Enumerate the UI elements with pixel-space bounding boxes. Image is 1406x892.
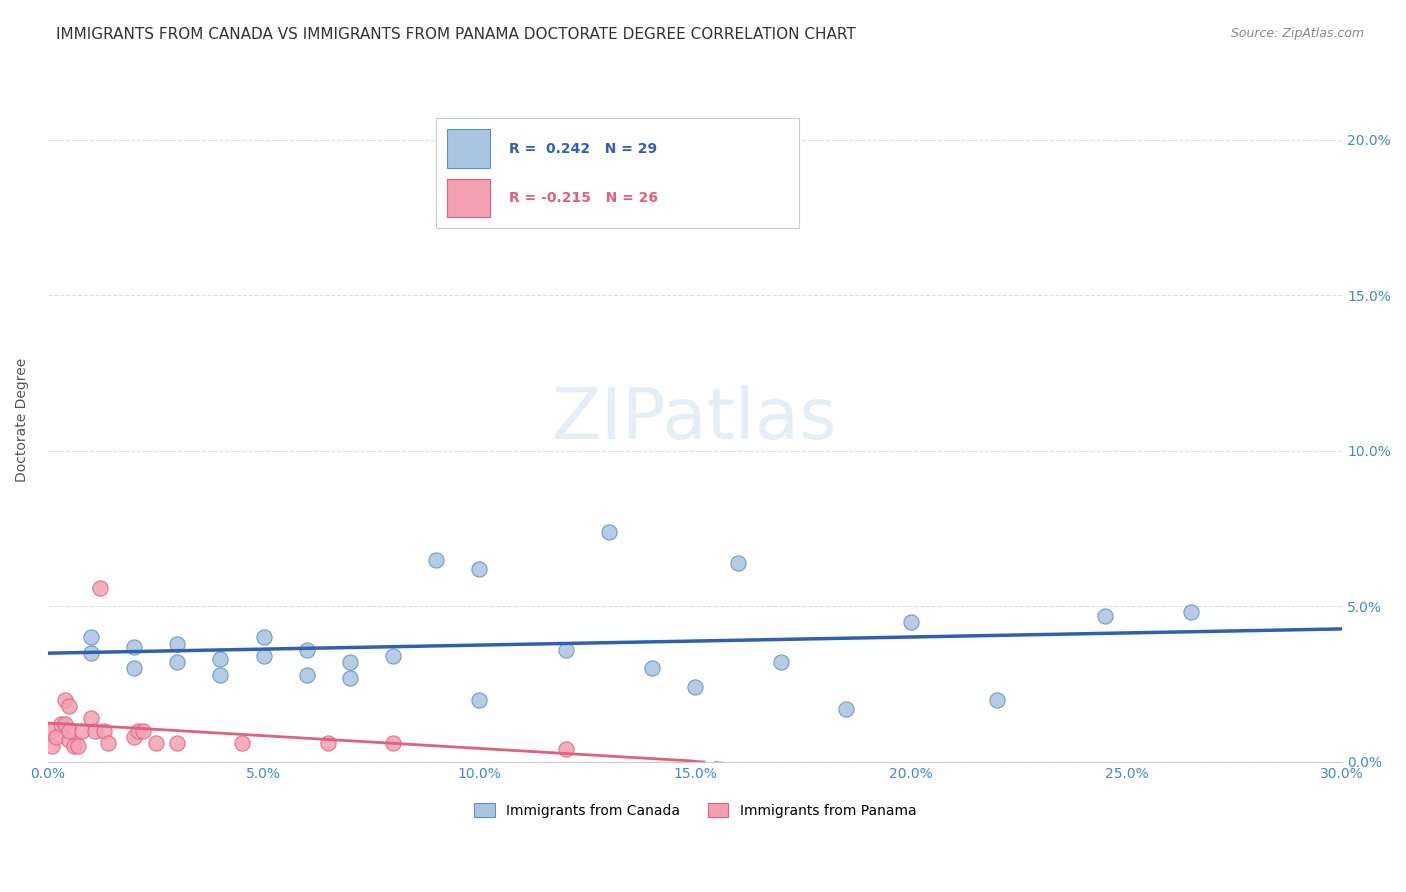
Point	[49, 717, 72, 731]
Point	[127, 723, 149, 738]
Y-axis label: Doctorate Degree: Doctorate Degree	[15, 358, 30, 482]
Point	[835, 702, 858, 716]
Point	[252, 648, 274, 663]
Point	[53, 717, 76, 731]
Point	[683, 680, 706, 694]
Point	[97, 736, 120, 750]
Point	[41, 739, 63, 754]
Point	[339, 671, 361, 685]
Point	[45, 730, 67, 744]
Point	[41, 723, 63, 738]
Point	[72, 723, 94, 738]
Point	[122, 661, 145, 675]
Text: ZIPatlas: ZIPatlas	[553, 385, 838, 454]
Point	[295, 642, 318, 657]
Point	[554, 742, 576, 756]
Point	[80, 646, 103, 660]
Point	[166, 736, 188, 750]
Text: Source: ZipAtlas.com: Source: ZipAtlas.com	[1230, 27, 1364, 40]
Point	[145, 736, 167, 750]
Point	[80, 630, 103, 644]
Point	[89, 581, 111, 595]
Point	[425, 552, 447, 566]
Point	[231, 736, 253, 750]
Point	[316, 736, 339, 750]
Text: IMMIGRANTS FROM CANADA VS IMMIGRANTS FROM PANAMA DOCTORATE DEGREE CORRELATION CH: IMMIGRANTS FROM CANADA VS IMMIGRANTS FRO…	[56, 27, 856, 42]
Point	[1094, 608, 1116, 623]
Point	[66, 739, 89, 754]
Point	[641, 661, 664, 675]
Point	[339, 655, 361, 669]
Point	[80, 711, 103, 725]
Legend: Immigrants from Canada, Immigrants from Panama: Immigrants from Canada, Immigrants from …	[468, 797, 922, 823]
Point	[986, 692, 1008, 706]
Point	[122, 730, 145, 744]
Point	[131, 723, 153, 738]
Point	[598, 524, 620, 539]
Point	[381, 736, 404, 750]
Point	[381, 648, 404, 663]
Point	[53, 692, 76, 706]
Point	[166, 636, 188, 650]
Point	[900, 615, 922, 629]
Point	[58, 698, 80, 713]
Point	[122, 640, 145, 654]
Point	[58, 723, 80, 738]
Point	[295, 667, 318, 681]
Point	[554, 642, 576, 657]
Point	[166, 655, 188, 669]
Point	[468, 692, 491, 706]
Point	[93, 723, 115, 738]
Point	[62, 739, 84, 754]
Point	[209, 652, 232, 666]
Point	[1180, 606, 1202, 620]
Point	[84, 723, 107, 738]
Point	[58, 733, 80, 747]
Point	[209, 667, 232, 681]
Point	[770, 655, 793, 669]
Point	[468, 562, 491, 576]
Point	[727, 556, 749, 570]
Point	[252, 630, 274, 644]
